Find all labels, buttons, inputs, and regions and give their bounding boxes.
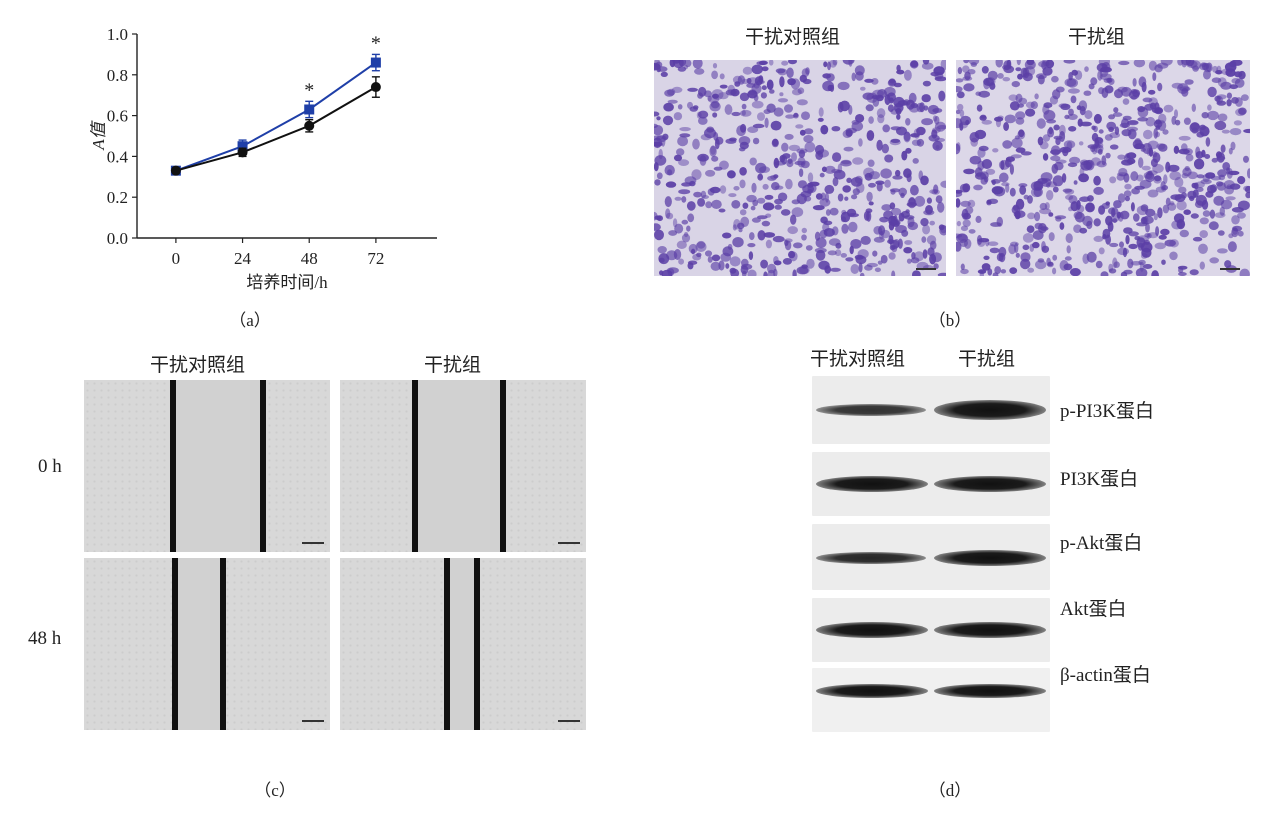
blot-strip-beta-actin <box>812 668 1050 732</box>
transwell-image-control <box>654 60 946 276</box>
data-point <box>370 82 381 93</box>
panel-b-label-interference: 干扰组 <box>1068 27 1126 48</box>
y-tick-label: 0.4 <box>107 147 129 166</box>
significance-marker: * <box>304 79 314 101</box>
blot-strip-p-pi3k <box>812 376 1050 444</box>
cell-viability-chart: 0.0 0.2 0.4 0.6 0.8 1.0 0 24 48 72 培养时间/h A值 * * <box>90 25 437 292</box>
data-point <box>170 165 181 176</box>
blot-label-p-akt: p-Akt蛋白 <box>1060 533 1143 554</box>
panel-c-label-control: 干扰对照组 <box>150 355 246 376</box>
x-axis-label: 培养时间/h <box>246 273 328 292</box>
panel-c-row-48h: 48 h <box>28 628 62 649</box>
panel-b-label-control: 干扰对照组 <box>745 27 841 48</box>
x-tick-label: 72 <box>367 249 384 268</box>
panel-d-caption: （d） <box>928 781 972 800</box>
panel-d-label-control: 干扰对照组 <box>810 349 906 370</box>
panel-c-caption: （c） <box>254 781 296 800</box>
blot-label-pi3k: PI3K蛋白 <box>1060 469 1139 490</box>
y-axis-label: A值 <box>90 120 108 150</box>
series-line <box>175 86 377 172</box>
data-point <box>304 104 315 115</box>
x-tick-label: 48 <box>301 249 318 268</box>
scratch-image-control-48h <box>84 558 330 730</box>
scratch-image-interference-0h <box>340 380 586 552</box>
data-point <box>304 120 315 131</box>
scratch-image-control-0h <box>84 380 330 552</box>
blot-label-akt: Akt蛋白 <box>1060 599 1127 620</box>
scratch-image-interference-48h <box>340 558 586 730</box>
blot-label-beta-actin: β-actin蛋白 <box>1060 665 1151 686</box>
blot-strip-akt <box>812 598 1050 662</box>
y-tick-label: 0.2 <box>107 188 128 207</box>
panel-c-label-interference: 干扰组 <box>424 355 482 376</box>
data-point <box>237 147 248 158</box>
y-tick-label: 0.8 <box>107 66 128 85</box>
y-tick-label: 0.6 <box>107 107 128 126</box>
data-point <box>370 57 381 68</box>
panel-b-caption: （b） <box>928 311 972 330</box>
blot-strip-pi3k <box>812 452 1050 516</box>
y-tick-label: 1.0 <box>107 25 128 44</box>
series-line <box>175 61 377 172</box>
blot-strip-p-akt <box>812 524 1050 590</box>
panel-a-caption: （a） <box>229 311 271 330</box>
significance-marker: * <box>371 32 381 54</box>
transwell-image-interference <box>956 60 1250 276</box>
y-tick-label: 0.0 <box>107 229 128 248</box>
panel-c-row-0h: 0 h <box>38 456 62 477</box>
x-tick-label: 24 <box>234 249 252 268</box>
blot-label-p-pi3k: p-PI3K蛋白 <box>1060 401 1154 422</box>
panel-d-label-interference: 干扰组 <box>958 349 1016 370</box>
x-tick-label: 0 <box>172 249 181 268</box>
data-point <box>237 141 248 152</box>
